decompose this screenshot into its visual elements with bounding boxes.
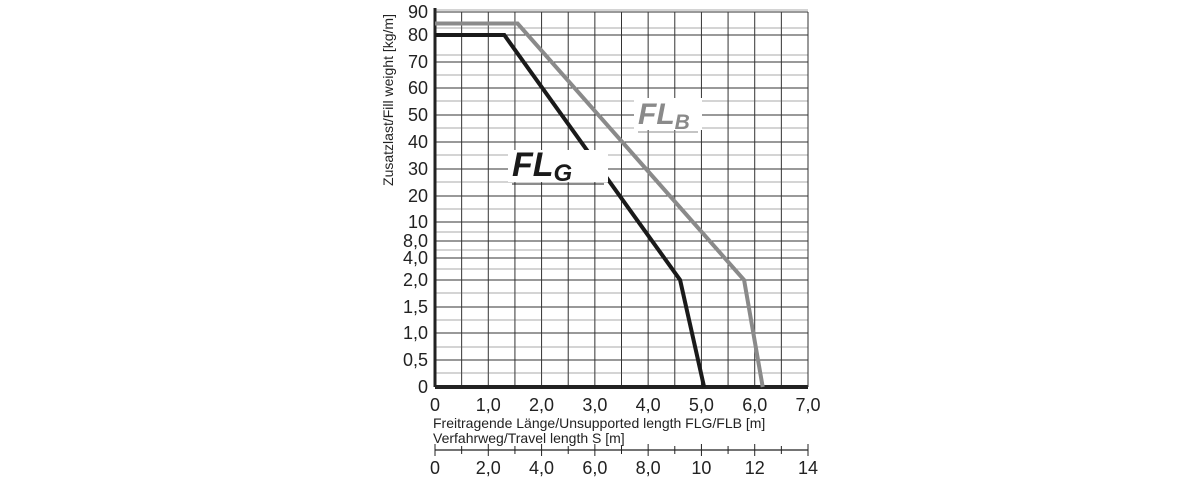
grid [433,8,809,389]
x-tick-label: 0 [430,395,440,415]
y-tick-label: 8,0 [403,231,428,251]
y-tick-label: 60 [408,78,428,98]
x2-axis-label: Verfahrweg/Travel length S [m] [433,430,625,446]
x-tick-label: 4,0 [636,395,661,415]
series-line-flb [435,21,765,388]
y-tick-label: 1,0 [403,323,428,343]
series-labels: FLG FLB [508,98,702,187]
y-tick-label: 30 [408,159,428,179]
x-tick-label: 6,0 [742,395,767,415]
x-tick-label: 2,0 [529,395,554,415]
y-tick-label: 50 [408,105,428,125]
y-axis-label: Zusatzlast/Fill weight [kg/m] [380,14,396,186]
y-tick-label: 10 [408,212,428,232]
x2-tick-label: 14 [798,458,818,478]
x2-tick-label: 0 [430,458,440,478]
x-axis-label: Freitragende Länge/Unsupported length FL… [433,415,765,431]
x-tick-labels: 0 1,0 2,0 3,0 4,0 5,0 6,0 7,0 [430,395,821,415]
x-tick-label: 7,0 [795,395,820,415]
x2-tick-label: 10 [691,458,711,478]
y-tick-label: 20 [408,186,428,206]
series-lines [435,21,765,388]
y-tick-label: 4,0 [403,248,428,268]
y-tick-label: 0,5 [403,350,428,370]
x2-tick-label: 6,0 [582,458,607,478]
x2-tick-label: 2,0 [476,458,501,478]
series-label-bg [508,150,608,182]
travel-length-axis: 0 2,0 4,0 6,0 8,0 10 12 14 [430,444,818,478]
y-tick-label: 40 [408,132,428,152]
series-label-flb: FLB [638,98,690,134]
y-tick-label: 2,0 [403,270,428,290]
x-tick-label: 3,0 [582,395,607,415]
x2-tick-label: 4,0 [529,458,554,478]
x2-tick-label: 12 [745,458,765,478]
x-tick-label: 5,0 [689,395,714,415]
y-tick-label: 1,5 [403,297,428,317]
series-label-bg [634,98,702,130]
y-tick-label: 90 [408,2,428,22]
y-tick-label: 80 [408,25,428,45]
x-tick-label: 1,0 [476,395,501,415]
y-tick-label: 70 [408,52,428,72]
y-tick-labels: 0 0,5 1,0 1,5 2,04,08,010 20 30 40 50 60 70 80 90 [403,2,428,397]
series-label-flg: FLG [512,146,572,187]
x2-tick-label: 8,0 [636,458,661,478]
y-tick-label: 0 [418,377,428,397]
